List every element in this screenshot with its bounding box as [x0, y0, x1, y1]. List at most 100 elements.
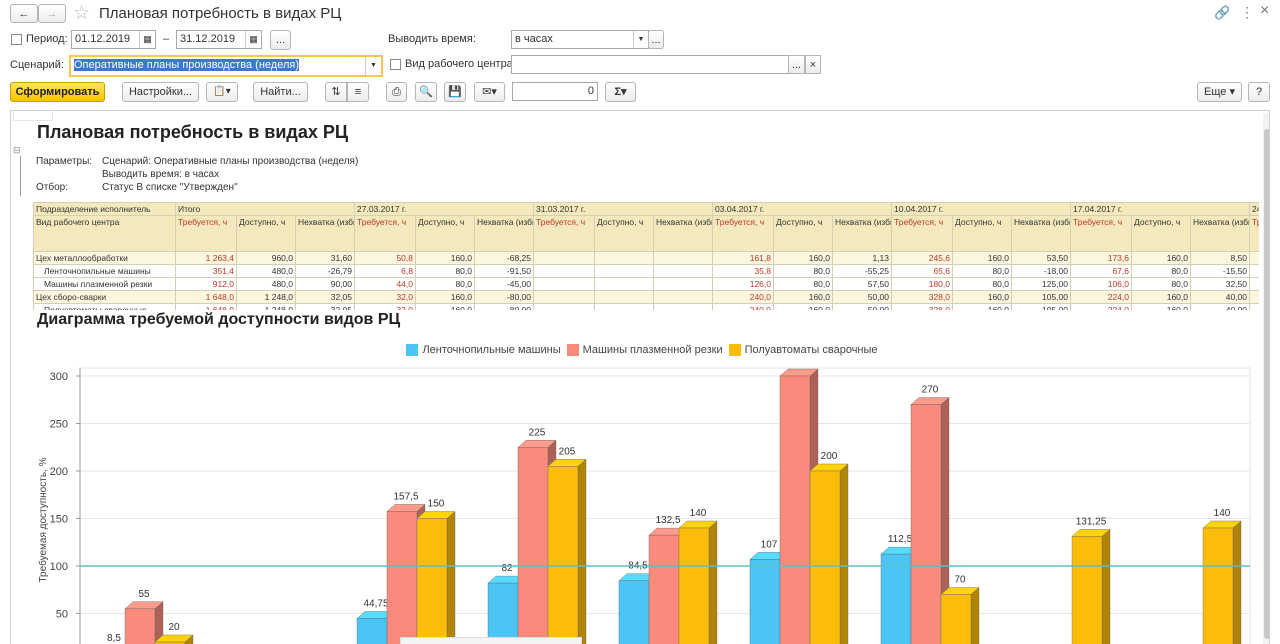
scrollbar-thumb[interactable] — [1264, 129, 1269, 639]
chart-title: Диаграмма требуемой доступности видов РЦ — [37, 311, 401, 328]
row-cell: 80,0 — [1131, 264, 1191, 278]
subheader: Требуется, ч — [1070, 215, 1132, 252]
row-cell: 67,6 — [1070, 264, 1132, 278]
row-cell: 44,0 — [354, 277, 416, 291]
row-name: Полуавтоматы сварочные — [33, 303, 176, 310]
row-cell: 328,0 — [891, 290, 953, 304]
row-cell — [594, 303, 654, 310]
chart: 050100150200250300Требуемая доступность,… — [37, 367, 1251, 644]
row-cell — [594, 264, 654, 278]
row-cell — [1249, 290, 1259, 304]
row-cell: 40,00 — [1190, 290, 1250, 304]
row-cell — [533, 290, 595, 304]
wc-type-input[interactable] — [511, 55, 805, 74]
sort-button[interactable]: ⇅ — [325, 82, 347, 102]
bar-side — [708, 520, 718, 644]
row-cell: 160,0 — [415, 303, 475, 310]
row-cell: 90,00 — [295, 277, 355, 291]
bar — [910, 404, 942, 644]
date-to-input[interactable]: 31.12.2019 ▦ — [176, 30, 262, 49]
subheader: Требуется, ч — [354, 215, 416, 252]
data-label: 131,25 — [1076, 516, 1107, 527]
time-select[interactable]: в часах ▼ — [511, 30, 649, 49]
period-more-button[interactable]: ... — [270, 30, 291, 50]
print-button[interactable]: ⎙ — [386, 82, 407, 102]
row-cell: -68,25 — [474, 251, 534, 265]
row-name: Ленточнопильные машины — [33, 264, 176, 278]
collapse-marker[interactable]: ⊟ — [13, 145, 21, 155]
generate-button[interactable]: Сформировать — [10, 82, 105, 102]
legend-swatch — [728, 344, 741, 356]
variants-button[interactable]: 📋▾ — [206, 82, 238, 102]
time-more-button[interactable]: ... — [648, 30, 664, 49]
legend-label: Ленточнопильные машины — [422, 344, 561, 356]
subheader: Требуется, ч — [891, 215, 953, 252]
row-cell: 160,0 — [773, 251, 833, 265]
group-button[interactable]: ≡ — [347, 82, 369, 102]
row-cell — [1249, 264, 1259, 278]
date-from-input[interactable]: 01.12.2019 ▦ — [71, 30, 156, 49]
save-button[interactable]: 💾 — [444, 82, 466, 102]
legend-label: Машины плазменной резки — [582, 344, 723, 356]
row-cell — [594, 277, 654, 291]
back-button[interactable]: ← — [10, 4, 38, 23]
wc-type-clear-button[interactable]: × — [805, 55, 821, 74]
find-button[interactable]: Найти... — [253, 82, 308, 102]
more-button[interactable]: Еще ▾ — [1197, 82, 1242, 102]
row-cell: -45,00 — [474, 277, 534, 291]
popup-edge — [400, 637, 582, 644]
wc-type-checkbox[interactable] — [390, 59, 401, 70]
menu-icon[interactable]: ⋮ — [1240, 4, 1254, 20]
row-cell: 351,4 — [175, 264, 237, 278]
subheader: Доступно, ч — [415, 215, 475, 252]
report-tab — [13, 111, 53, 121]
row-cell — [653, 264, 713, 278]
header-row: Подразделение исполнитель Итого 27.03.2017… — [33, 202, 1259, 216]
link-icon[interactable]: 🔗 — [1214, 5, 1231, 20]
forward-button[interactable]: → — [38, 4, 66, 23]
period-checkbox[interactable] — [11, 34, 22, 45]
report-table: Подразделение исполнитель Итого 27.03.2017… — [33, 202, 1259, 310]
help-button[interactable]: ? — [1248, 82, 1270, 102]
data-label: 8,5 — [107, 633, 121, 644]
sum-counter[interactable]: 0 — [512, 82, 598, 101]
bar — [517, 447, 549, 644]
subheader: Нехватка (избыток), % — [1190, 215, 1250, 252]
row-cell: -55,25 — [832, 264, 892, 278]
legend-swatch — [406, 344, 419, 356]
data-label: 140 — [690, 508, 707, 519]
row-cell — [653, 290, 713, 304]
row-cell: -80,00 — [474, 303, 534, 310]
close-icon[interactable]: × — [1260, 2, 1270, 19]
row-cell: 125,00 — [1011, 277, 1071, 291]
favorite-star[interactable]: ☆ — [73, 3, 91, 24]
row-name: Цех сборо-сварки — [33, 290, 176, 304]
row-cell: 912,0 — [175, 277, 237, 291]
row-cell: 160,0 — [952, 303, 1012, 310]
row-cell: 80,0 — [773, 277, 833, 291]
subheader: Доступно, ч — [1131, 215, 1191, 252]
subheader: Нехватка (избыток), % — [1011, 215, 1071, 252]
bar — [809, 470, 841, 644]
sum-button[interactable]: Σ▾ — [605, 82, 636, 102]
bar — [749, 559, 781, 644]
row-cell: 32,05 — [295, 303, 355, 310]
chart-legend: Ленточнопильные машины Машины плазменной … — [0, 344, 1280, 356]
bar — [124, 608, 156, 644]
legend-item: Машины плазменной резки — [566, 344, 723, 356]
row-cell: 960,0 — [236, 251, 296, 265]
scenario-input[interactable]: Оперативные планы производства (неделя) ▼ — [69, 55, 383, 77]
scrollbar[interactable] — [1263, 113, 1269, 644]
row-cell: -80,00 — [474, 290, 534, 304]
row-cell: 1,13 — [832, 251, 892, 265]
subheader: Нехватка (избыток), % — [474, 215, 534, 252]
group-row: Цех сборо-сварки 1 648,0 1 248,0 32,05 32,0 1… — [33, 290, 1259, 304]
wc-type-more-button[interactable]: ... — [788, 55, 805, 74]
preview-button[interactable]: 🔍 — [415, 82, 437, 102]
mail-button[interactable]: ✉▾ — [474, 82, 505, 102]
row-cell: 126,0 — [712, 277, 774, 291]
data-label: 270 — [922, 385, 939, 396]
settings-button[interactable]: Настройки... — [122, 82, 199, 102]
data-label: 107 — [761, 539, 778, 550]
